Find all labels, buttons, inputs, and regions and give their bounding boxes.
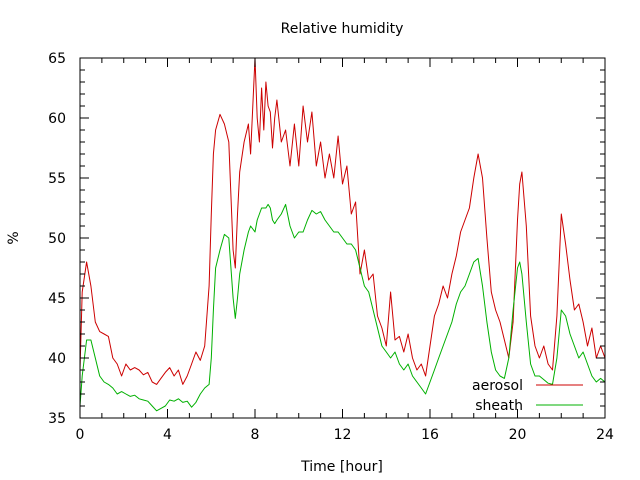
series-layer — [79, 57, 606, 412]
x-tick-label: 12 — [334, 427, 352, 443]
x-tick-label: 24 — [596, 427, 614, 443]
y-tick-label: 50 — [48, 231, 66, 247]
x-axis-label: Time [hour] — [300, 459, 383, 475]
y-tick-label: 60 — [48, 111, 66, 127]
chart-title: Relative humidity — [281, 21, 404, 37]
y-tick-label: 40 — [48, 351, 66, 367]
y-tick-label: 55 — [48, 171, 66, 187]
y-tick-label: 35 — [48, 411, 66, 427]
x-tick-label: 0 — [76, 427, 85, 443]
legend-label-aerosol: aerosol — [472, 378, 523, 394]
y-tick-label: 65 — [48, 51, 66, 67]
plot-frame — [79, 57, 606, 419]
x-tick-label: 8 — [251, 427, 260, 443]
y-tick-label: 45 — [48, 291, 66, 307]
x-tick-label: 20 — [509, 427, 527, 443]
series-line-aerosol — [79, 57, 606, 385]
x-tick-label: 4 — [163, 427, 172, 443]
y-axis-label: % — [6, 231, 22, 244]
series-line-sheath — [79, 203, 606, 412]
legend: aerosol sheath — [472, 378, 583, 414]
x-tick-label: 16 — [421, 427, 439, 443]
legend-label-sheath: sheath — [475, 398, 523, 414]
ticks-layer: 0 4 8 12 16 20 24 35 40 45 50 55 60 65 — [48, 51, 614, 443]
